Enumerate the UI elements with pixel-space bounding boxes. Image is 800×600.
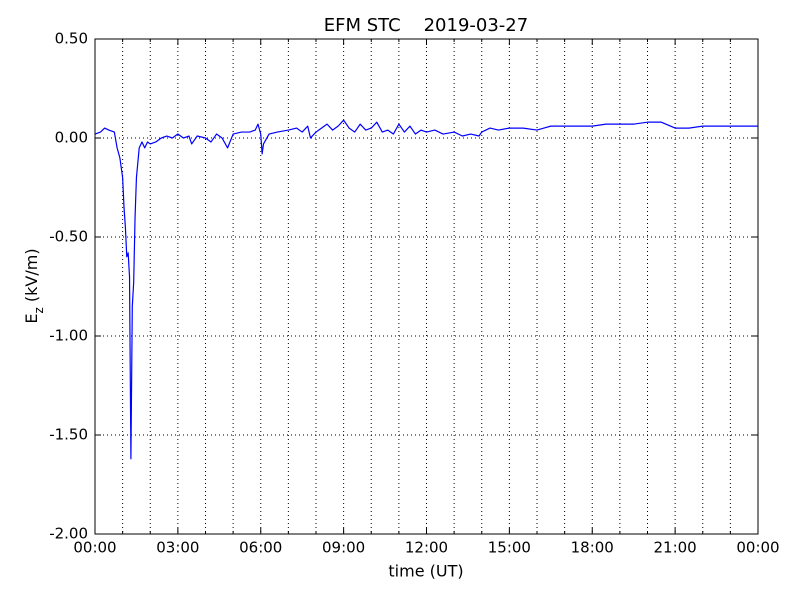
x-tick-label: 09:00 — [322, 539, 365, 557]
x-tick-label: 03:00 — [156, 539, 199, 557]
y-tick-label: -0.50 — [49, 228, 88, 246]
chart-title: EFM STC 2019-03-27 — [324, 15, 528, 36]
x-tick-label: 00:00 — [73, 539, 116, 557]
data-line — [94, 119, 758, 460]
y-tick-label: -1.00 — [49, 327, 88, 345]
x-axis-label: time (UT) — [388, 562, 463, 581]
y-label-sub: z — [32, 307, 46, 313]
y-axis-label: Ez (kV/m) — [22, 248, 46, 323]
x-tick-label: 00:00 — [736, 539, 779, 557]
y-tick-label: -1.50 — [49, 426, 88, 444]
plot-frame — [94, 38, 759, 535]
x-tick-label: 06:00 — [239, 539, 282, 557]
x-tick-label: 21:00 — [654, 539, 697, 557]
x-tick-label: 12:00 — [405, 539, 448, 557]
y-tick-label: -2.00 — [49, 525, 88, 543]
y-tick-label: 0.50 — [55, 30, 88, 48]
y-label-unit: (kV/m) — [22, 248, 41, 307]
x-tick-label: 15:00 — [488, 539, 531, 557]
x-tick-label: 18:00 — [571, 539, 614, 557]
y-tick-label: 0.00 — [55, 129, 88, 147]
y-label-main: E — [22, 313, 41, 323]
